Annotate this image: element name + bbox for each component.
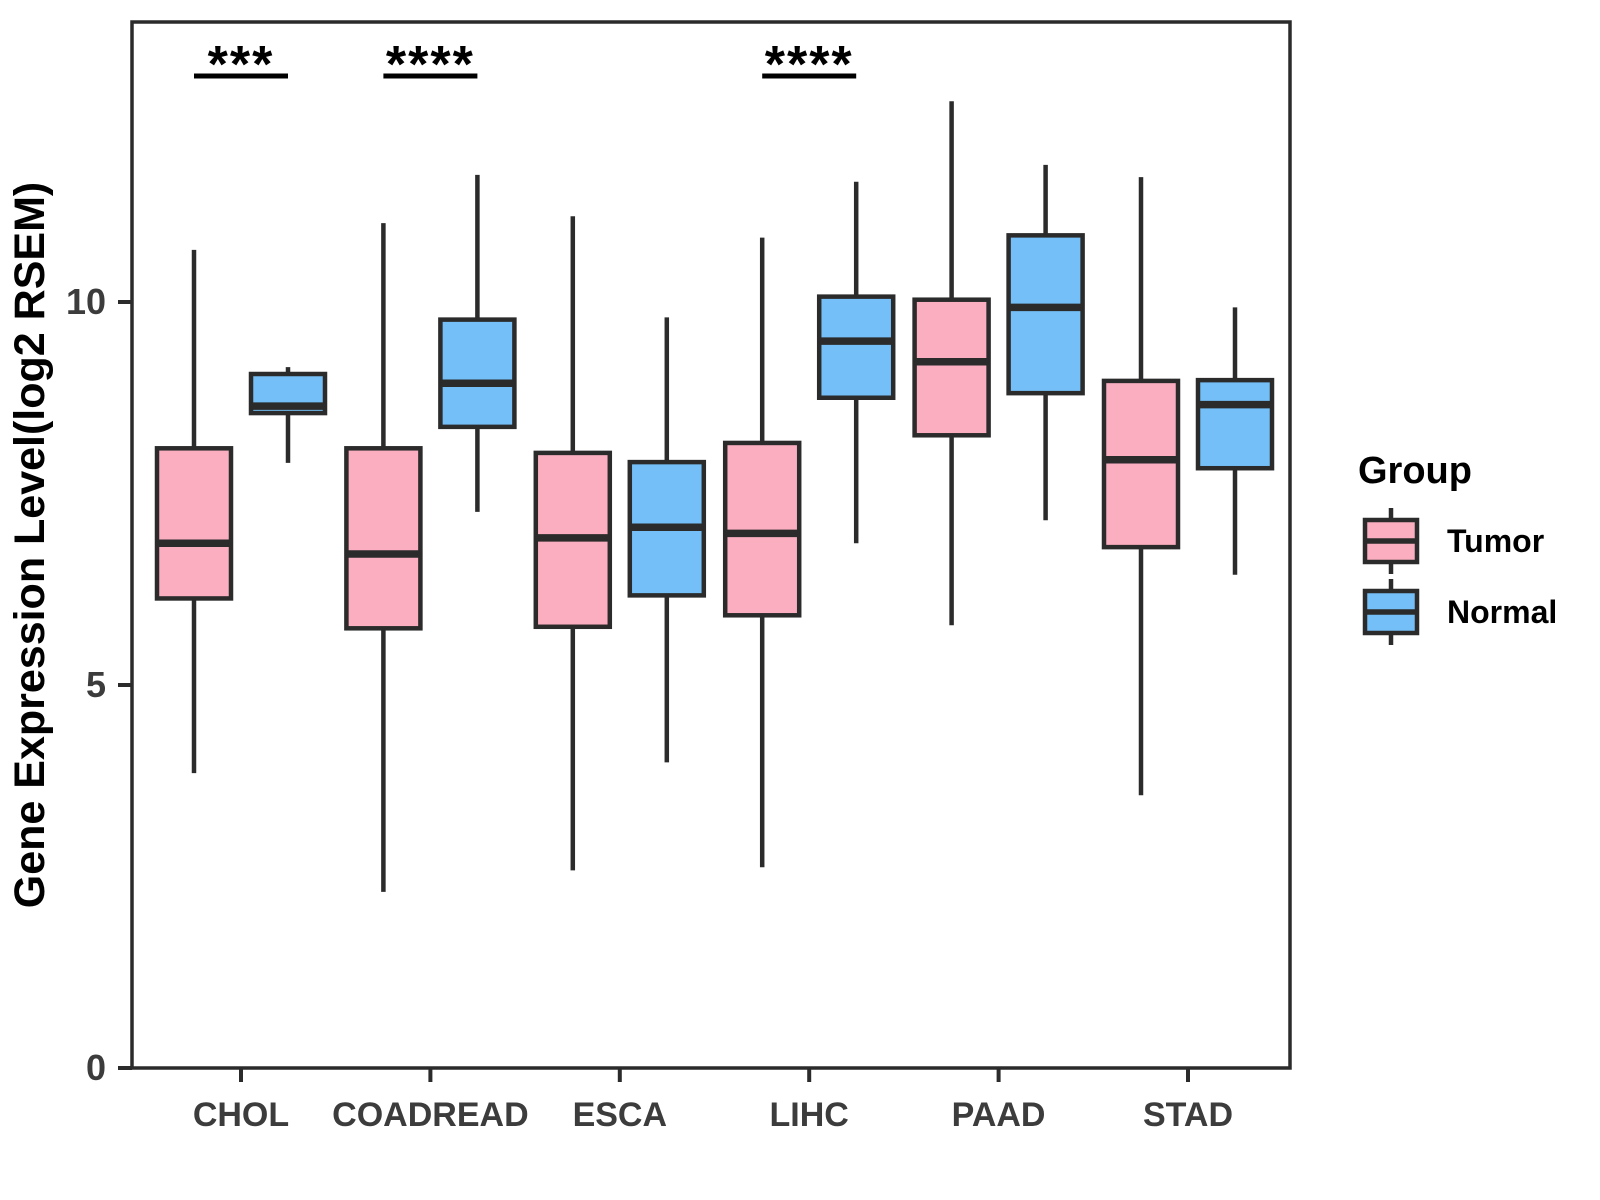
significance-coadread: ****	[383, 36, 478, 94]
iqr-box	[1101, 378, 1181, 550]
boxplot-series	[154, 101, 1275, 892]
box-stad-tumor	[1101, 177, 1181, 796]
box-paad-normal	[1006, 164, 1085, 521]
box-chol-normal	[248, 367, 328, 463]
significance-chol: ***	[194, 36, 288, 94]
y-axis-title: Gene Expression Level(log2 RSEM)	[6, 182, 54, 908]
significance-stars: ****	[765, 36, 854, 94]
box-lihc-normal	[816, 181, 896, 544]
legend-item-tumor: Tumor	[1362, 508, 1544, 574]
box-lihc-tumor	[722, 237, 802, 868]
significance-stars: ***	[208, 36, 275, 94]
legend-label: Normal	[1447, 594, 1557, 630]
iqr-box	[154, 446, 234, 601]
x-tick-label: COADREAD	[332, 1096, 528, 1134]
y-tick-label: 0	[86, 1047, 106, 1088]
significance-lihc: ****	[762, 36, 857, 94]
box-esca-tumor	[533, 216, 613, 871]
legend-label: Tumor	[1447, 523, 1544, 559]
x-tick-label: CHOL	[193, 1096, 289, 1134]
y-tick-label: 5	[86, 664, 106, 705]
axis-ticks: 0 5 10 CHOL COADREAD ESCA LIHC PAAD STAD	[66, 281, 1233, 1134]
iqr-box	[438, 317, 517, 430]
legend: Group Tumor Normal	[1358, 450, 1557, 645]
x-tick-label: PAAD	[952, 1096, 1046, 1134]
panel-border	[130, 20, 1292, 1070]
iqr-box	[344, 446, 423, 631]
legend-title: Group	[1358, 450, 1472, 492]
box-coadread-normal	[438, 174, 517, 512]
x-tick-label: LIHC	[770, 1096, 849, 1134]
legend-item-normal: Normal	[1362, 579, 1557, 645]
significance-stars: ****	[386, 36, 475, 94]
box-stad-normal	[1195, 307, 1275, 575]
box-coadread-tumor	[344, 223, 423, 892]
iqr-box	[816, 294, 896, 400]
box-esca-normal	[627, 317, 707, 763]
significance-markers: *** **** ****	[194, 36, 857, 94]
x-tick-label: ESCA	[573, 1096, 667, 1134]
box-paad-tumor	[912, 101, 991, 626]
iqr-box	[1195, 377, 1275, 471]
iqr-box	[722, 440, 802, 618]
iqr-box	[1006, 233, 1085, 396]
iqr-box	[912, 297, 991, 438]
y-tick-label: 10	[66, 281, 106, 322]
x-tick-label: STAD	[1143, 1096, 1233, 1134]
box-chol-tumor	[154, 249, 234, 774]
